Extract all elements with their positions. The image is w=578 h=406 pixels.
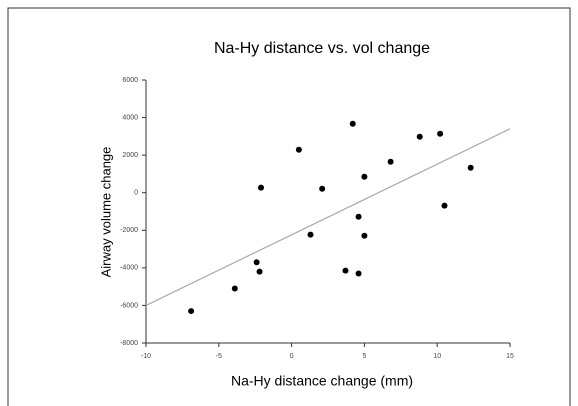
y-tick-label: 2000 [122,152,138,159]
point [361,232,368,239]
y-tick-label: -4000 [120,265,138,272]
x-axis-label: Na-Hy distance change (mm) [231,373,413,389]
point [188,308,195,315]
point [441,202,448,209]
y-tick-label: -8000 [120,340,138,347]
point [342,267,349,274]
point [355,270,362,277]
y-tick-label: 0 [134,190,138,197]
point [253,259,260,266]
point [256,268,263,275]
frame [7,7,571,406]
x-tick-label: -10 [141,353,151,360]
point [319,185,326,192]
point [349,120,356,127]
y-axis-label: Airway volume change [98,147,113,278]
x-tick-label: 10 [433,353,441,360]
point [437,130,444,137]
y-tick-label: -2000 [120,227,138,234]
point [416,133,423,140]
x-tick-label: 5 [362,353,366,360]
point [307,231,314,238]
x-tick-label: 15 [506,353,514,360]
point [361,173,368,180]
point [258,184,265,191]
x-tick-label: -5 [216,353,222,360]
x-tick-label: 0 [290,353,294,360]
y-tick-label: 4000 [122,114,138,121]
chart-title: Na-Hy distance vs. vol change [214,40,430,57]
point [295,146,302,153]
point [467,164,474,171]
trend-line [145,128,511,306]
point [355,213,362,220]
point [387,158,394,165]
point [231,285,238,292]
y-tick-label: -6000 [120,302,138,309]
y-tick-label: 6000 [122,77,138,84]
